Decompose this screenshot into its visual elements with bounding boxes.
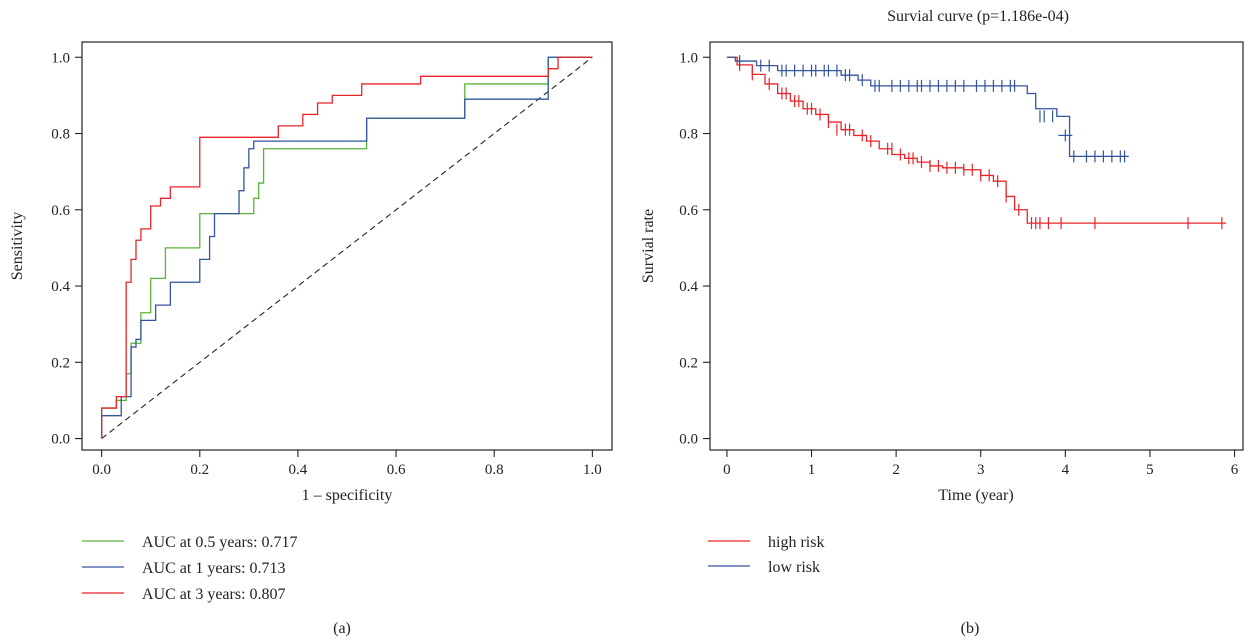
y-tick-label: 0.4 bbox=[51, 279, 70, 295]
x-tick-label: 1.0 bbox=[583, 462, 602, 478]
roc-reference-diagonal bbox=[101, 56, 593, 439]
y-tick-label: 0.2 bbox=[51, 355, 70, 371]
survival-title: Survial curve (p=1.186e-04) bbox=[887, 8, 1069, 25]
x-tick-label: 0.2 bbox=[190, 462, 209, 478]
legend-label: low risk bbox=[768, 559, 820, 576]
survival-y-axis: 0.0 0.2 0.4 0.6 0.8 1.0 bbox=[679, 50, 710, 448]
survival-y-axis-label: Survial rate bbox=[640, 209, 657, 283]
y-tick-label: 0.6 bbox=[679, 203, 698, 219]
x-tick-label: 0.6 bbox=[387, 462, 406, 478]
roc-panel-label: (a) bbox=[333, 620, 351, 637]
y-tick-label: 0.0 bbox=[679, 432, 698, 448]
x-tick-label: 3 bbox=[977, 462, 985, 478]
y-tick-label: 0.6 bbox=[51, 203, 70, 219]
legend-label: AUC at 3 years: 0.807 bbox=[142, 586, 286, 603]
survival-panel-label: (b) bbox=[961, 620, 980, 637]
series-line-1 bbox=[100, 56, 593, 439]
roc-y-axis: 0.0 0.2 0.4 0.6 0.8 1.0 bbox=[51, 50, 82, 448]
series-line-1 bbox=[726, 56, 1129, 158]
x-tick-label: 0.8 bbox=[485, 462, 504, 478]
survival-x-axis-label: Time (year) bbox=[938, 487, 1013, 504]
series-line-2 bbox=[100, 56, 593, 439]
y-tick-label: 0.4 bbox=[679, 279, 698, 295]
series-line-0 bbox=[726, 56, 1227, 224]
x-tick-label: 0.0 bbox=[92, 462, 111, 478]
y-tick-label: 0.2 bbox=[679, 355, 698, 371]
y-tick-label: 0.0 bbox=[51, 432, 70, 448]
survival-legend: high risk low risk bbox=[708, 534, 824, 576]
roc-x-axis-label: 1 – specificity bbox=[302, 487, 393, 504]
y-tick-label: 0.8 bbox=[679, 127, 698, 143]
y-tick-label: 0.8 bbox=[51, 127, 70, 143]
roc-panel: 0.0 0.2 0.4 0.6 0.8 1.0 0.0 0.2 0.4 0.6 0.8 1.0 1 … bbox=[9, 41, 613, 637]
roc-x-axis: 0.0 0.2 0.4 0.6 0.8 1.0 bbox=[92, 450, 602, 478]
x-tick-label: 2 bbox=[892, 462, 900, 478]
x-tick-label: 0.4 bbox=[289, 462, 308, 478]
x-tick-label: 5 bbox=[1146, 462, 1154, 478]
survival-plot-frame bbox=[709, 41, 1244, 451]
x-tick-label: 6 bbox=[1231, 462, 1239, 478]
x-tick-label: 1 bbox=[808, 462, 816, 478]
x-tick-label: 4 bbox=[1062, 462, 1070, 478]
roc-y-axis-label: Sensitivity bbox=[9, 212, 26, 280]
roc-plot-frame bbox=[81, 41, 613, 451]
roc-legend: AUC at 0.5 years: 0.717 AUC at 1 years: 0… bbox=[82, 534, 298, 603]
survival-x-axis: 0 1 2 3 4 5 6 bbox=[723, 450, 1239, 478]
x-tick-label: 0 bbox=[723, 462, 731, 478]
legend-label: AUC at 1 years: 0.713 bbox=[142, 560, 286, 577]
y-tick-label: 1.0 bbox=[679, 50, 698, 66]
roc-series-group bbox=[100, 56, 593, 439]
legend-label: high risk bbox=[768, 534, 824, 551]
legend-label: AUC at 0.5 years: 0.717 bbox=[142, 534, 298, 551]
y-tick-label: 1.0 bbox=[51, 50, 70, 66]
survival-series-group bbox=[726, 55, 1227, 230]
